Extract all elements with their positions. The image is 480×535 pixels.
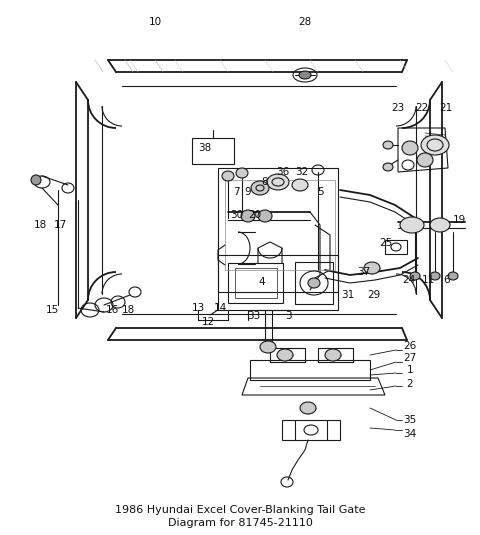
Text: 35: 35	[403, 415, 417, 425]
Ellipse shape	[292, 179, 308, 191]
Text: 6: 6	[444, 275, 450, 285]
Ellipse shape	[236, 168, 248, 178]
Text: 10: 10	[148, 17, 162, 27]
Text: 34: 34	[403, 429, 417, 439]
Text: 14: 14	[214, 303, 227, 313]
Text: 1: 1	[407, 365, 413, 375]
Text: 15: 15	[46, 305, 59, 315]
Ellipse shape	[251, 181, 269, 195]
Ellipse shape	[383, 163, 393, 171]
Text: 23: 23	[391, 103, 405, 113]
Text: 16: 16	[106, 305, 119, 315]
Bar	[270, 348, 305, 362]
Ellipse shape	[410, 272, 420, 280]
Text: 17: 17	[53, 220, 67, 230]
Text: 1986 Hyundai Excel Cover-Blanking Tail Gate: 1986 Hyundai Excel Cover-Blanking Tail G…	[115, 505, 365, 515]
Text: 13: 13	[192, 303, 204, 313]
Ellipse shape	[448, 272, 458, 280]
Text: 29: 29	[367, 290, 381, 300]
Ellipse shape	[364, 262, 380, 274]
Text: 7: 7	[233, 187, 240, 197]
Text: 2: 2	[407, 379, 413, 389]
Text: 3: 3	[285, 311, 291, 321]
Bar	[318, 348, 353, 362]
Bar	[192, 138, 234, 164]
Text: 37: 37	[358, 267, 371, 277]
Ellipse shape	[31, 175, 41, 185]
Ellipse shape	[400, 217, 424, 233]
Text: 33: 33	[247, 311, 261, 321]
Ellipse shape	[299, 71, 311, 79]
Bar	[385, 240, 407, 254]
Ellipse shape	[258, 210, 272, 222]
Bar	[235, 268, 277, 298]
Ellipse shape	[417, 153, 433, 167]
Text: 38: 38	[198, 143, 212, 153]
Text: 18: 18	[34, 220, 47, 230]
Text: 26: 26	[403, 341, 417, 351]
Text: 25: 25	[379, 238, 393, 248]
Text: 20: 20	[249, 210, 262, 220]
Text: 18: 18	[121, 305, 134, 315]
Text: 32: 32	[295, 167, 309, 177]
Ellipse shape	[430, 218, 450, 232]
Text: 22: 22	[415, 103, 429, 113]
Text: 31: 31	[341, 290, 355, 300]
Ellipse shape	[402, 141, 418, 155]
Text: 11: 11	[421, 275, 434, 285]
Text: 4: 4	[259, 277, 265, 287]
Ellipse shape	[325, 349, 341, 361]
Ellipse shape	[421, 135, 449, 155]
Ellipse shape	[260, 341, 276, 353]
Text: 9: 9	[245, 187, 252, 197]
Text: 8: 8	[262, 177, 268, 187]
Ellipse shape	[430, 272, 440, 280]
Text: 19: 19	[452, 215, 466, 225]
Ellipse shape	[267, 174, 289, 190]
Text: 30: 30	[230, 210, 243, 220]
Text: 28: 28	[299, 17, 312, 27]
Text: 5: 5	[317, 187, 324, 197]
Text: 21: 21	[439, 103, 453, 113]
Text: 36: 36	[276, 167, 289, 177]
Bar	[228, 263, 283, 303]
Ellipse shape	[277, 349, 293, 361]
Ellipse shape	[383, 141, 393, 149]
Text: 27: 27	[403, 353, 417, 363]
Ellipse shape	[222, 171, 234, 181]
Text: Diagram for 81745-21110: Diagram for 81745-21110	[168, 518, 312, 528]
Text: 12: 12	[202, 317, 215, 327]
Text: 24: 24	[402, 275, 416, 285]
Ellipse shape	[300, 402, 316, 414]
Ellipse shape	[241, 210, 255, 222]
Ellipse shape	[308, 278, 320, 288]
Bar	[295, 262, 333, 304]
